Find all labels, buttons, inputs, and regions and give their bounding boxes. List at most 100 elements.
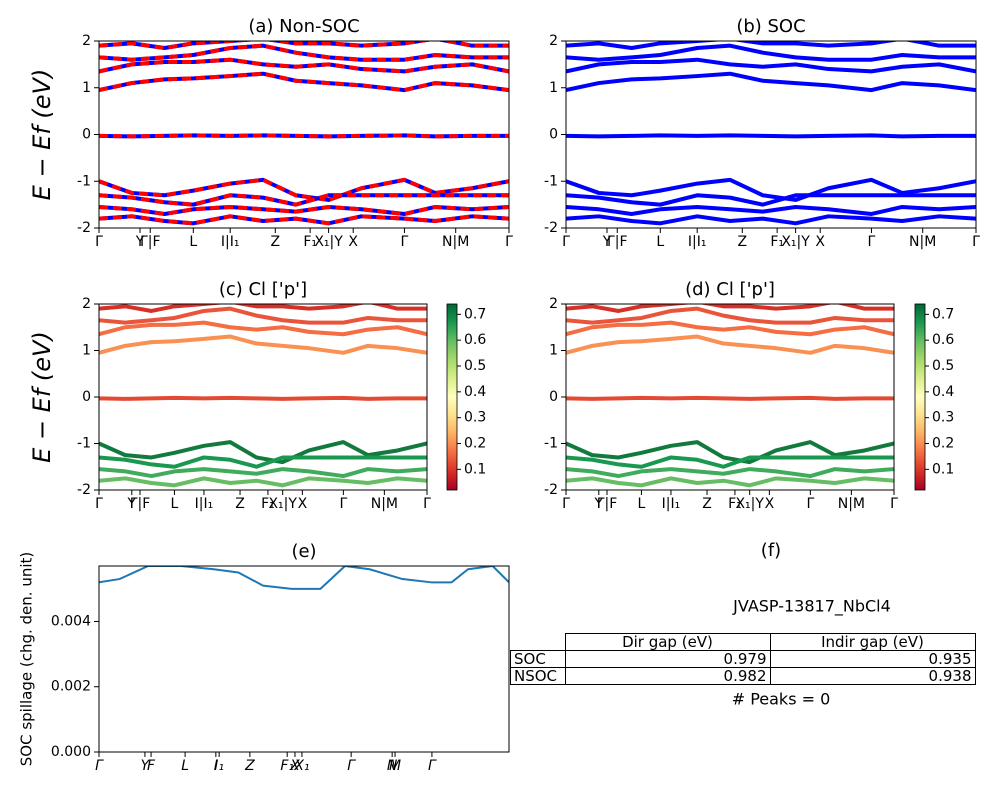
cell: 0.979 <box>564 650 771 668</box>
y-tick-label: 1 <box>82 343 91 359</box>
x-tick-label: I|I₁ <box>662 496 681 512</box>
x-tick-label: Γ <box>505 234 513 250</box>
band <box>566 440 894 465</box>
cell: 0.982 <box>564 667 771 685</box>
y-axis-label: E − Ef (eV) <box>28 331 56 463</box>
band <box>99 440 427 465</box>
y-tick-label: -1 <box>77 173 91 189</box>
x-tick-label: Γ <box>423 496 431 512</box>
table-row: SOC 0.979 0.935 <box>510 650 976 668</box>
gap-table: Dir gap (eV) Indir gap (eV) SOC 0.979 0.… <box>510 633 976 685</box>
colorbar-tick-label: 0.1 <box>464 461 486 477</box>
panel-title: (d) Cl ['p'] <box>685 279 775 300</box>
x-tick-label: Z <box>244 758 255 774</box>
x-tick-label: L <box>638 496 646 512</box>
x-tick-label: X₁|Y <box>735 496 764 512</box>
colorbar <box>914 303 926 491</box>
band <box>566 57 976 74</box>
band-dash <box>99 43 509 62</box>
band <box>566 476 894 488</box>
x-tick-label: X₁|Y <box>314 234 343 250</box>
y-axis-label: SOC spillage (chg. den. unit) <box>18 552 36 767</box>
x-tick-label: I|I₁ <box>221 234 240 250</box>
colorbar-tick-label: 0.7 <box>932 306 954 322</box>
band <box>99 467 427 479</box>
x-tick-label: N <box>387 758 398 774</box>
row-label: SOC <box>510 650 566 668</box>
band <box>566 204 976 216</box>
x-tick-label: L <box>656 234 664 250</box>
band <box>566 395 894 401</box>
x-tick-label: I₁ <box>214 758 224 774</box>
colorbar <box>446 303 458 491</box>
x-tick-label: N|M <box>909 234 936 250</box>
band <box>99 476 427 488</box>
band-dash <box>99 204 509 216</box>
x-tick-label: F <box>147 758 156 774</box>
plot-frame <box>98 565 510 753</box>
header-cell: Indir gap (eV) <box>769 633 976 651</box>
cell: 0.935 <box>769 650 976 668</box>
y-tick-label: 2 <box>549 33 558 49</box>
band <box>99 455 427 469</box>
y-tick-label: 0 <box>82 127 91 143</box>
band <box>99 320 427 337</box>
x-tick-label: Γ <box>95 758 104 774</box>
y-tick-label: 2 <box>549 296 558 312</box>
x-tick-label: Γ <box>347 758 356 774</box>
y-tick-label: -2 <box>77 220 91 236</box>
band-dash <box>99 57 509 74</box>
y-tick-label: 2 <box>82 33 91 49</box>
colorbar-tick-label: 0.6 <box>932 332 954 348</box>
x-tick-label: X₁ <box>293 758 309 774</box>
x-tick-label: Y <box>602 234 612 250</box>
x-tick-label: Γ|F <box>130 496 151 512</box>
x-tick-label: N|M <box>442 234 469 250</box>
header-cell: Dir gap (eV) <box>564 633 771 651</box>
y-axis-label: E − Ef (eV) <box>28 69 56 201</box>
x-tick-label: Γ <box>401 234 409 250</box>
x-tick-label: X <box>815 234 825 250</box>
band <box>566 71 976 93</box>
band <box>566 304 894 313</box>
y-tick-label: 0 <box>82 389 91 405</box>
x-tick-label: Z <box>235 496 245 512</box>
x-tick-label: Γ <box>868 234 876 250</box>
x-tick-label: I|I₁ <box>195 496 214 512</box>
y-tick-label: 1 <box>549 343 558 359</box>
x-tick-label: F₁ <box>280 758 294 774</box>
band <box>566 214 976 226</box>
x-tick-label: Γ <box>428 758 437 774</box>
panel-title: (f) <box>761 540 781 561</box>
colorbar-tick-label: 0.5 <box>464 358 486 374</box>
x-tick-label: X <box>348 234 358 250</box>
y-tick-label: -2 <box>544 220 558 236</box>
colorbar-tick-label: 0.1 <box>932 461 954 477</box>
x-tick-label: Z <box>702 496 712 512</box>
band <box>99 304 427 313</box>
colorbar-tick-label: 0.4 <box>932 384 954 400</box>
x-tick-label: Γ <box>339 496 347 512</box>
y-tick-label: 0 <box>549 389 558 405</box>
colorbar-tick-label: 0.3 <box>464 410 486 426</box>
x-tick-label: Γ <box>95 234 103 250</box>
x-tick-label: M <box>389 758 401 774</box>
row-label: NSOC <box>510 667 566 685</box>
band <box>566 133 976 139</box>
x-tick-label: I <box>214 758 218 774</box>
x-tick-label: X₁|Y <box>781 234 810 250</box>
colorbar-tick-label: 0.4 <box>464 384 486 400</box>
band <box>566 320 894 337</box>
colorbar-tick-label: 0.3 <box>932 410 954 426</box>
y-tick-label: -2 <box>544 482 558 498</box>
x-tick-label: L <box>189 234 197 250</box>
x-tick-label: Γ <box>972 234 980 250</box>
band <box>566 193 976 207</box>
x-tick-label: N|M <box>371 496 398 512</box>
x-tick-label: Z <box>271 234 281 250</box>
x-tick-label: Z <box>738 234 748 250</box>
y-tick-label: 2 <box>82 296 91 312</box>
band <box>99 395 427 401</box>
x-tick-label: F₁ <box>261 496 275 512</box>
y-tick-label: 0.000 <box>51 744 91 760</box>
